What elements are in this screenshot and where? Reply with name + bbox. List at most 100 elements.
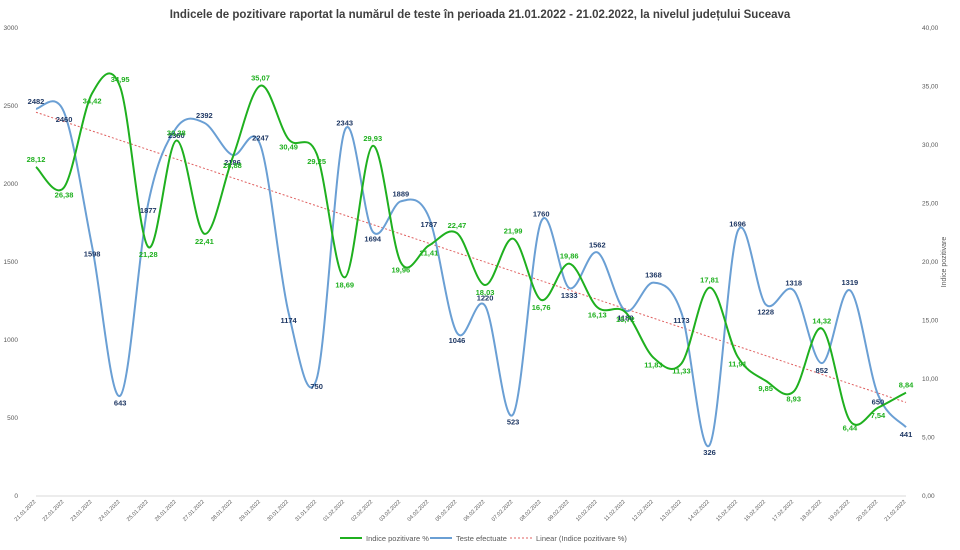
x-tick-label: 23.01.2022 xyxy=(70,499,94,523)
right-tick-label: 30,00 xyxy=(922,142,939,149)
right-tick-label: 5,00 xyxy=(922,435,935,442)
right-axis-label: Indice pozitivare xyxy=(941,237,948,288)
x-tick-label: 06.02.2022 xyxy=(463,499,487,523)
data-label: 16,13 xyxy=(588,310,607,319)
data-label: 14,32 xyxy=(812,316,831,325)
left-tick-label: 2000 xyxy=(4,181,19,188)
data-label: 8,93 xyxy=(786,395,801,404)
x-tick-label: 03.02.2022 xyxy=(379,499,403,523)
data-label: 1877 xyxy=(140,206,157,215)
data-label: 16,76 xyxy=(532,303,551,312)
data-label: 1220 xyxy=(477,294,494,303)
x-tick-label: 29.01.2022 xyxy=(238,499,262,523)
data-label: 8,84 xyxy=(899,381,914,390)
data-label: 1368 xyxy=(645,271,662,280)
x-tick-label: 24.01.2022 xyxy=(98,499,122,523)
left-tick-label: 1500 xyxy=(4,259,19,266)
data-label: 30,49 xyxy=(279,142,298,151)
data-label: 11,91 xyxy=(728,360,746,369)
data-label: 19,86 xyxy=(560,252,579,261)
x-tick-label: 16.02.2022 xyxy=(743,499,767,523)
data-label: 650 xyxy=(872,398,885,407)
data-label: 2482 xyxy=(28,97,45,106)
data-label: 34,95 xyxy=(111,75,130,84)
x-tick-label: 21.02.2022 xyxy=(884,499,908,523)
left-tick-label: 3000 xyxy=(4,25,19,32)
data-label: 6,44 xyxy=(843,424,858,433)
x-tick-label: 10.02.2022 xyxy=(575,499,599,523)
legend-label-green: Indice pozitivare % xyxy=(366,534,429,543)
data-label: 18,69 xyxy=(335,280,354,289)
x-tick-label: 17.02.2022 xyxy=(771,499,795,523)
data-label: 29,25 xyxy=(307,157,326,166)
data-label: 9,85 xyxy=(758,384,773,393)
data-label: 1174 xyxy=(280,316,297,325)
data-label: 326 xyxy=(703,448,716,457)
x-tick-label: 19.02.2022 xyxy=(828,499,852,523)
data-label: 2186 xyxy=(224,158,241,167)
data-label: 1228 xyxy=(757,307,774,316)
data-label: 30,38 xyxy=(167,129,186,138)
right-tick-label: 15,00 xyxy=(922,318,939,325)
legend: Indice pozitivare % Teste efectuate Line… xyxy=(340,534,627,543)
x-tick-label: 02.02.2022 xyxy=(350,499,374,523)
data-label: 26,38 xyxy=(55,190,74,199)
data-label: 34,42 xyxy=(83,96,102,105)
data-label: 29,93 xyxy=(363,134,382,143)
data-label: 21,28 xyxy=(139,250,158,259)
data-labels: 2482 2460 1598 643 1877 2360 2392 2186 2247 1174 7… xyxy=(27,74,915,457)
data-label: 643 xyxy=(114,399,127,408)
x-tick-label: 04.02.2022 xyxy=(407,499,431,523)
data-label: 2343 xyxy=(336,118,353,127)
data-label: 1046 xyxy=(449,336,466,345)
data-label: 21,41 xyxy=(420,249,439,258)
data-label: 1188 xyxy=(617,314,633,323)
x-tick-label: 20.02.2022 xyxy=(856,499,880,523)
data-label: 1318 xyxy=(785,278,802,287)
trendline xyxy=(35,111,907,403)
chart-title: Indicele de pozitivare raportat la număr… xyxy=(170,9,791,21)
data-label: 1889 xyxy=(392,189,409,198)
x-tick-label: 13.02.2022 xyxy=(659,499,683,523)
series-line-indice xyxy=(35,72,907,426)
data-label: 21,99 xyxy=(504,227,523,236)
data-label: 7,54 xyxy=(871,411,886,420)
legend-label-blue: Teste efectuate xyxy=(456,534,507,543)
data-label: 11,33 xyxy=(672,366,690,375)
data-label: 2460 xyxy=(56,115,73,124)
data-label: 22,41 xyxy=(195,237,214,246)
right-tick-label: 20,00 xyxy=(922,259,939,266)
right-tick-label: 25,00 xyxy=(922,201,939,208)
series-line-teste xyxy=(35,100,907,448)
data-label: 28,12 xyxy=(27,155,46,164)
x-tick-label: 14.02.2022 xyxy=(687,499,711,523)
left-tick-label: 2500 xyxy=(4,103,19,110)
data-label: 1173 xyxy=(673,316,689,325)
x-tick-label: 25.01.2022 xyxy=(126,499,150,523)
x-tick-label: 31.01.2022 xyxy=(294,499,318,523)
data-label: 1696 xyxy=(729,219,746,228)
data-label: 11,83 xyxy=(644,361,662,370)
right-tick-label: 35,00 xyxy=(922,84,939,91)
data-label: 852 xyxy=(816,366,829,375)
x-tick-label: 12.02.2022 xyxy=(631,499,655,523)
data-label: 1319 xyxy=(842,278,859,287)
data-label: 523 xyxy=(507,417,520,426)
data-label: 1694 xyxy=(364,235,382,244)
left-tick-label: 500 xyxy=(7,415,18,422)
data-label: 18,03 xyxy=(476,288,495,297)
x-tick-label: 08.02.2022 xyxy=(519,499,543,523)
data-label: 1760 xyxy=(533,209,550,218)
data-label: 1562 xyxy=(589,240,606,249)
series-lines xyxy=(35,72,907,448)
x-tick-label: 15.02.2022 xyxy=(715,499,739,523)
legend-label-trend: Linear (Indice pozitivare %) xyxy=(536,534,627,543)
x-tick-label: 28.01.2022 xyxy=(210,499,234,523)
left-tick-label: 1000 xyxy=(4,337,19,344)
data-label: 2360 xyxy=(168,131,185,140)
x-tick-label: 07.02.2022 xyxy=(491,499,515,523)
axes: 0 500 1000 1500 2000 2500 3000 0,00 5,00 10,00 15,… xyxy=(4,25,939,523)
x-tick-label: 27.01.2022 xyxy=(182,499,206,523)
right-tick-label: 0,00 xyxy=(922,493,935,500)
